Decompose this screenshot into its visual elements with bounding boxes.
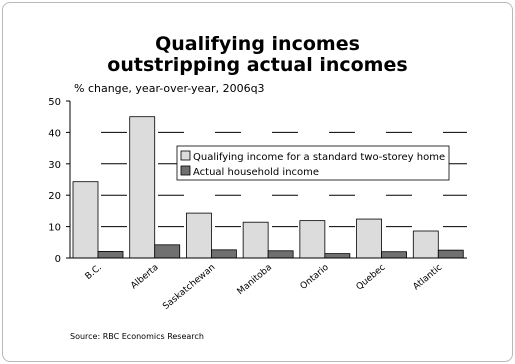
qualifying-income-bar <box>129 116 156 259</box>
household-income-bar <box>154 244 181 259</box>
y-tick-label: 40 <box>48 128 61 139</box>
y-tick-label: 10 <box>48 223 61 234</box>
legend-label-household: Actual household income <box>193 167 319 178</box>
x-tick-label: Atlantic <box>412 263 445 293</box>
legend-box <box>176 145 450 181</box>
chart-title-line-1: Qualifying incomes <box>155 33 360 55</box>
y-tick-label: 50 <box>48 97 61 108</box>
x-tick-label: Quebec <box>355 263 388 293</box>
legend-label-qualifying: Qualifying income for a standard two-sto… <box>193 152 445 163</box>
household-income-bar <box>267 250 294 259</box>
qualifying-income-bar <box>356 218 382 259</box>
qualifying-income-bar <box>242 221 269 259</box>
y-tick-label: 20 <box>48 191 61 202</box>
qualifying-income-bar <box>299 220 326 259</box>
source-note: Source: RBC Economics Research <box>70 332 204 341</box>
x-tick-label: Saskatchewan <box>161 263 217 312</box>
y-tick-label: 0 <box>55 254 61 265</box>
x-tick-label: Manitoba <box>236 263 274 297</box>
household-income-bar <box>437 249 464 259</box>
x-tick-label: Alberta <box>129 263 160 292</box>
household-income-bar <box>324 253 351 259</box>
legend-swatch-qualifying <box>180 150 191 161</box>
household-income-bar <box>381 251 407 259</box>
y-tick-label: 30 <box>48 160 61 171</box>
qualifying-income-bar <box>186 212 212 259</box>
qualifying-income-bar <box>412 230 439 259</box>
household-income-bar <box>211 249 237 259</box>
chart-subtitle: % change, year-over-year, 2006q3 <box>74 82 265 95</box>
chart-title-line-2: outstripping actual incomes <box>107 54 408 76</box>
chart-title: Qualifying incomes outstripping actual i… <box>0 34 515 76</box>
qualifying-income-bar <box>72 181 99 259</box>
legend-swatch-household <box>180 165 191 176</box>
x-tick-label: Ontario <box>299 262 331 292</box>
x-tick-label: B.C. <box>84 263 104 282</box>
household-income-bar <box>97 251 124 259</box>
